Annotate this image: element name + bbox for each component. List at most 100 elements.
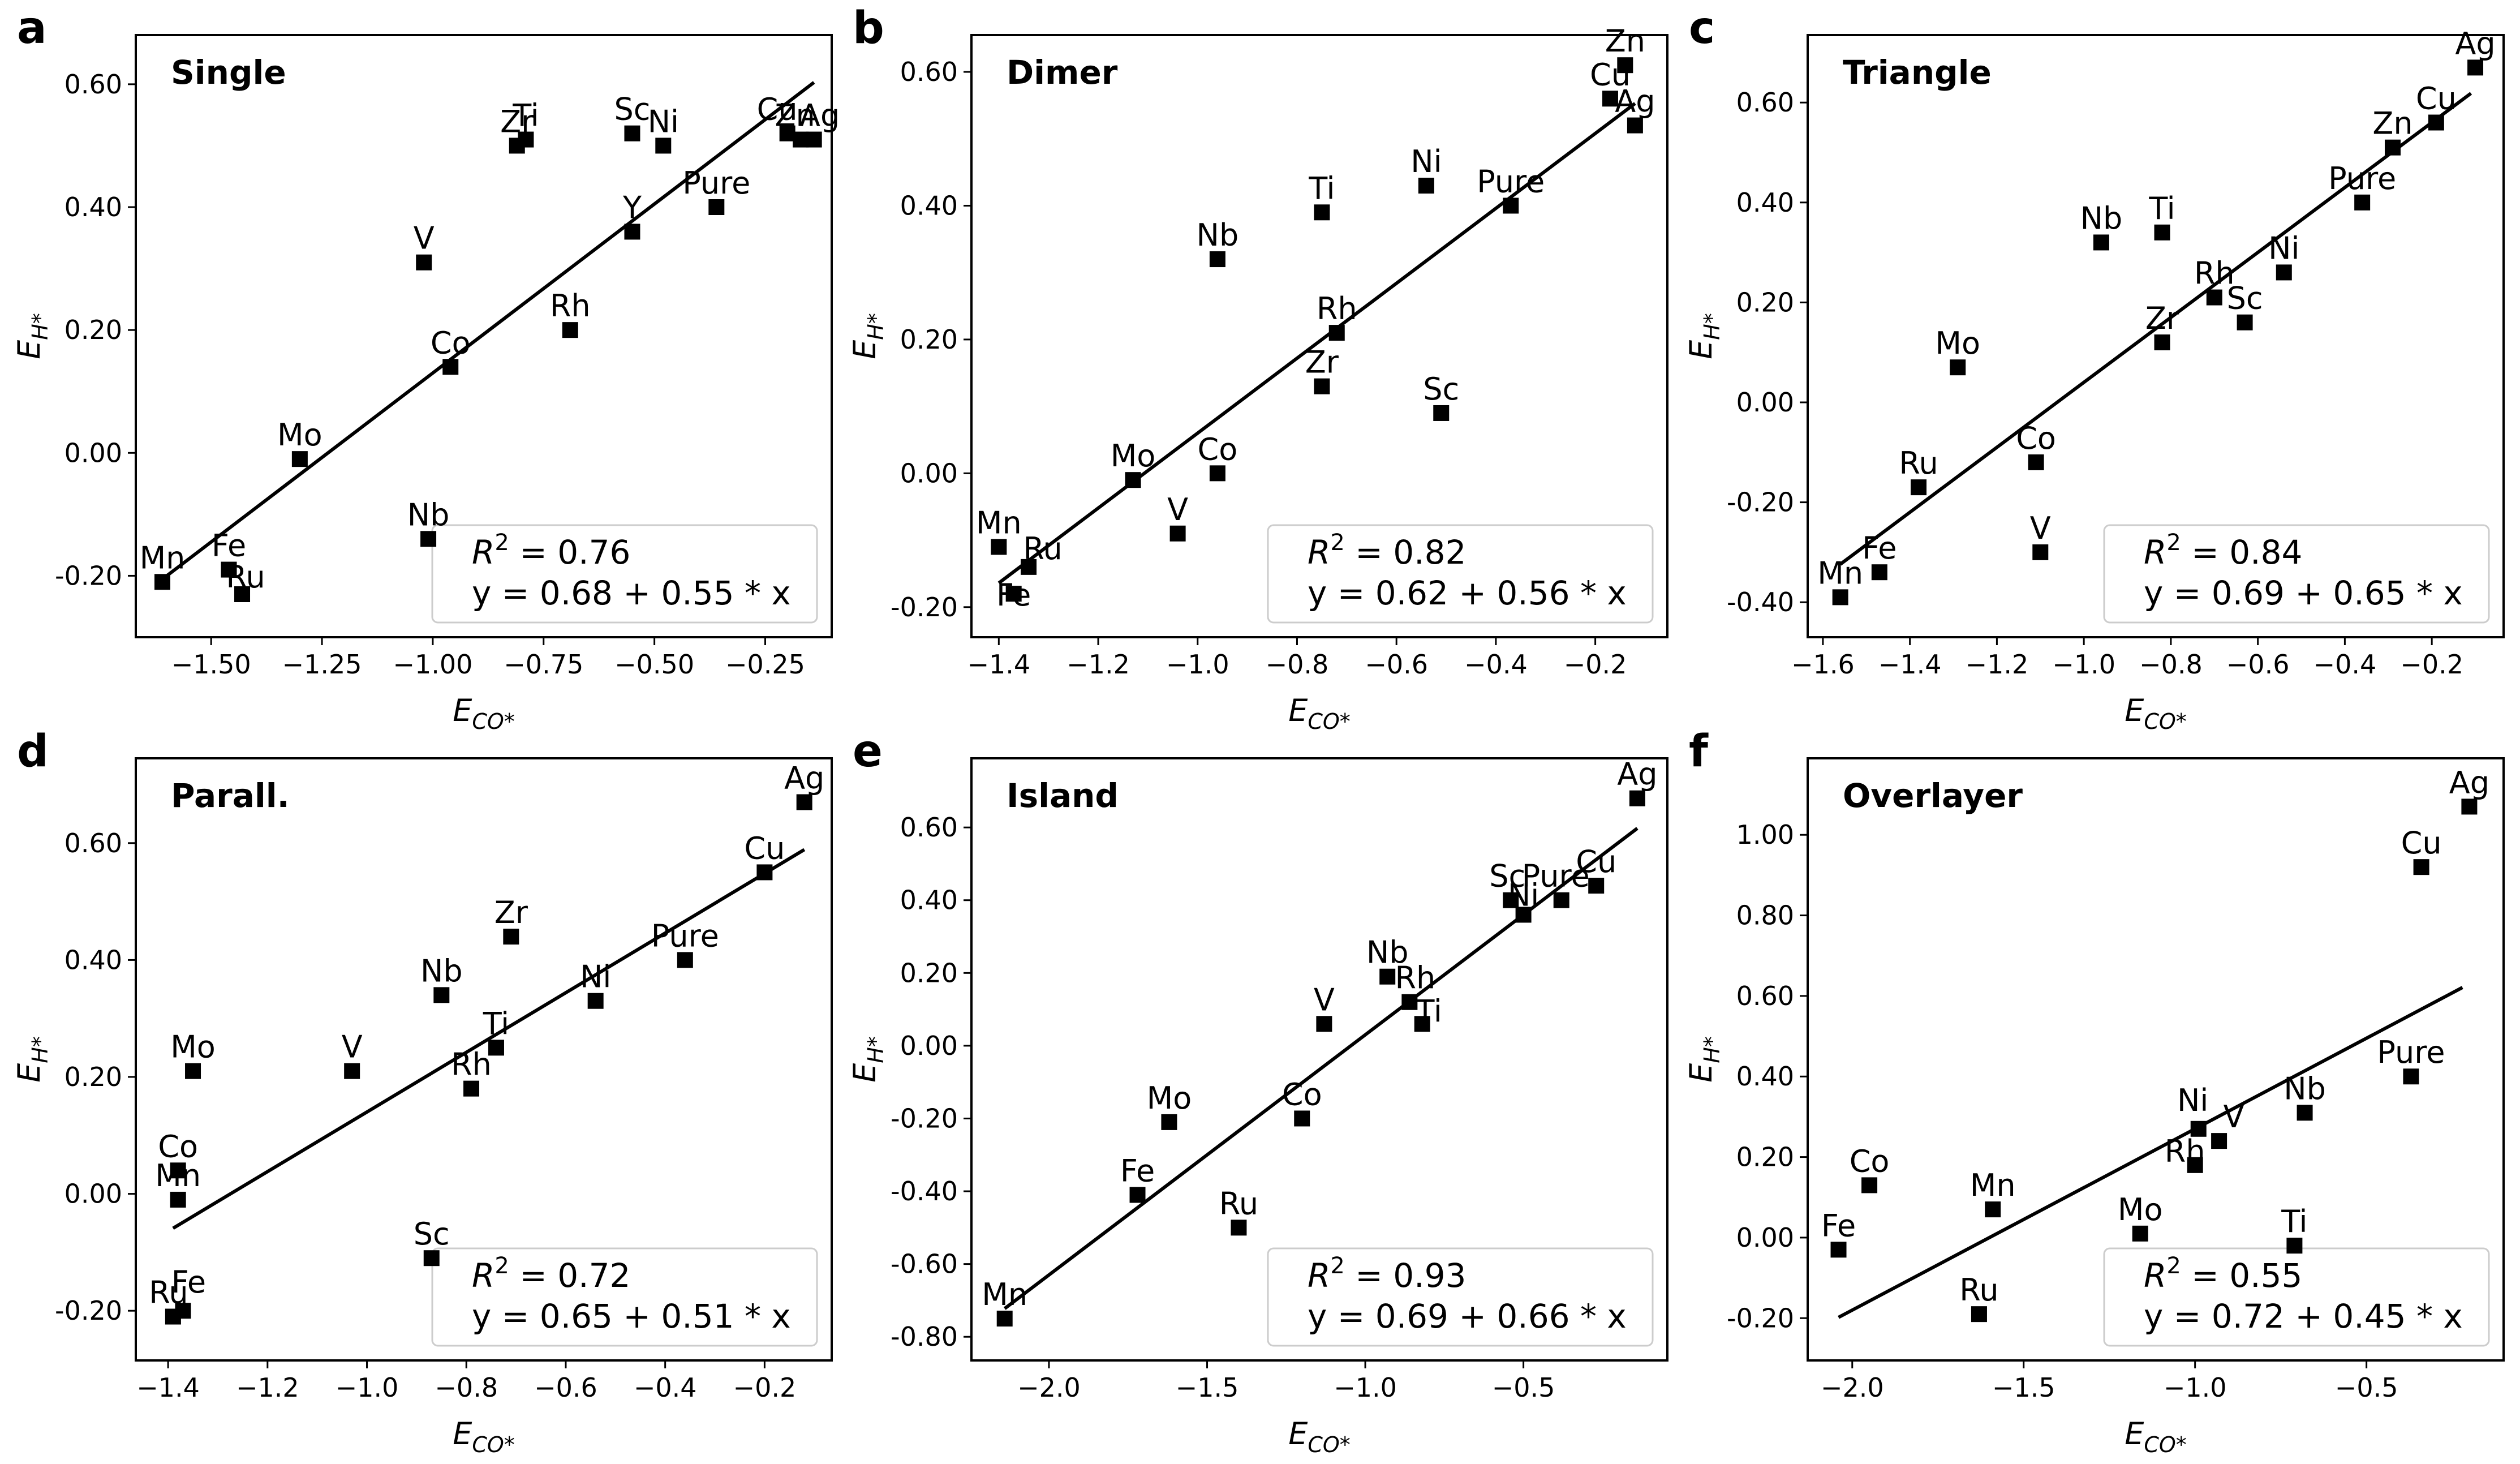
x-tick-label: −1.4 bbox=[967, 649, 1030, 680]
point-label-ag: Ag bbox=[784, 760, 824, 796]
y-tick-label: 0.60 bbox=[64, 69, 122, 100]
x-axis-label: ECO* bbox=[1288, 693, 1351, 734]
y-tick-label: -0.40 bbox=[891, 1176, 958, 1207]
panel-letter: f bbox=[1689, 726, 1709, 777]
x-tick-label: −0.8 bbox=[435, 1372, 498, 1403]
data-point-ti bbox=[2286, 1238, 2303, 1254]
y-tick-label: 0.40 bbox=[900, 885, 958, 916]
point-label-pure: Pure bbox=[1477, 164, 1545, 199]
y-tick-label: 0.60 bbox=[1736, 87, 1794, 118]
fit-line bbox=[172, 848, 806, 1230]
point-label-nb: Nb bbox=[407, 497, 450, 533]
data-point-ni bbox=[587, 993, 604, 1009]
panel-letter: b bbox=[853, 3, 884, 54]
data-point-mn bbox=[991, 539, 1007, 555]
legend-box bbox=[1267, 524, 1654, 624]
y-tick-label: 0.20 bbox=[900, 324, 958, 355]
point-label-ru: Ru bbox=[1219, 1186, 1258, 1221]
point-label-pure: Pure bbox=[682, 165, 750, 201]
plot-frame bbox=[970, 34, 1668, 638]
data-point-sc bbox=[1503, 892, 1519, 908]
point-label-ag: Ag bbox=[1615, 84, 1655, 119]
point-label-co: Co bbox=[1850, 1143, 1890, 1179]
x-tick-label: −0.6 bbox=[1365, 649, 1428, 680]
point-label-sc: Sc bbox=[1489, 858, 1525, 894]
data-point-nb bbox=[2093, 234, 2109, 251]
y-tick-label: -0.20 bbox=[1727, 1303, 1794, 1333]
x-tick-label: −0.4 bbox=[1464, 649, 1528, 680]
x-tick-label: −0.50 bbox=[614, 649, 694, 680]
point-label-co: Co bbox=[431, 325, 471, 360]
data-point-mo bbox=[2132, 1225, 2148, 1242]
x-axis-label: ECO* bbox=[2125, 693, 2187, 734]
data-point-ti bbox=[1414, 1016, 1430, 1032]
point-label-zn: Zn bbox=[1605, 23, 1645, 59]
data-point-ni bbox=[2190, 1120, 2207, 1137]
point-label-rh: Rh bbox=[2165, 1134, 2205, 1169]
y-tick-label: 0.20 bbox=[900, 958, 958, 988]
point-label-ru: Ru bbox=[1959, 1272, 1998, 1308]
point-label-ti: Ti bbox=[2148, 191, 2175, 226]
plot-frame bbox=[1807, 34, 2505, 638]
point-label-y: Y bbox=[622, 190, 642, 225]
data-point-cu bbox=[756, 864, 773, 881]
x-tick-label: −2.0 bbox=[1821, 1372, 1884, 1403]
plot-frame bbox=[135, 757, 833, 1362]
point-label-nb: Nb bbox=[1366, 935, 1409, 971]
point-label-mo: Mo bbox=[1935, 325, 1980, 361]
x-tick-label: −0.8 bbox=[1266, 649, 1329, 680]
y-axis-label: EH* bbox=[1683, 1036, 1725, 1083]
legend-box bbox=[1267, 1247, 1654, 1347]
point-label-ru: Ru bbox=[1899, 445, 1938, 481]
point-label-rh: Rh bbox=[1317, 291, 1357, 327]
x-tick-label: −1.5 bbox=[1176, 1372, 1239, 1403]
point-label-nb: Nb bbox=[420, 953, 463, 989]
legend-equation: y = 0.68 + 0.55 * x bbox=[472, 574, 791, 612]
data-point-ni bbox=[655, 138, 672, 154]
point-label-zn: Zn bbox=[2372, 106, 2413, 141]
x-tick-label: −2.0 bbox=[1017, 1372, 1081, 1403]
data-point-ru bbox=[1911, 479, 1927, 496]
data-point-mn bbox=[996, 1311, 1013, 1327]
point-label-ru: Ru bbox=[226, 559, 265, 595]
panel-title: Dimer bbox=[1007, 53, 1118, 92]
point-label-ti: Ti bbox=[1308, 170, 1335, 206]
point-label-pure: Pure bbox=[2377, 1034, 2445, 1070]
panel-title: Overlayer bbox=[1843, 776, 2023, 815]
data-point-mo bbox=[185, 1063, 201, 1079]
x-tick-label: −1.2 bbox=[1966, 649, 2029, 680]
point-label-ni: Ni bbox=[1508, 877, 1539, 913]
point-label-mn: Mn bbox=[1817, 555, 1863, 591]
point-label-ti: Ti bbox=[1416, 993, 1442, 1029]
legend-equation: y = 0.65 + 0.51 * x bbox=[472, 1297, 791, 1336]
x-tick-label: −1.4 bbox=[136, 1372, 200, 1403]
point-label-mn: Mn bbox=[982, 1277, 1027, 1312]
x-tick-label: −1.0 bbox=[336, 1372, 399, 1403]
point-label-ag: Ag bbox=[2449, 765, 2489, 800]
data-point-co bbox=[1861, 1177, 1878, 1193]
point-label-v: V bbox=[1314, 982, 1335, 1017]
plot-frame bbox=[1807, 757, 2505, 1362]
data-point-co bbox=[1209, 465, 1225, 482]
x-tick-label: −1.25 bbox=[282, 649, 362, 680]
point-label-ag: Ag bbox=[1617, 757, 1657, 792]
y-tick-label: 0.20 bbox=[64, 1062, 122, 1092]
x-tick-label: −0.2 bbox=[1564, 649, 1627, 680]
data-point-mn bbox=[170, 1191, 186, 1208]
data-point-fe bbox=[1830, 1242, 1847, 1258]
data-point-cu bbox=[2428, 114, 2444, 131]
point-label-zr: Zr bbox=[1305, 345, 1339, 380]
x-tick-label: −1.2 bbox=[236, 1372, 299, 1403]
panel-title: Island bbox=[1007, 776, 1119, 815]
y-tick-label: -0.40 bbox=[1727, 587, 1794, 617]
y-tick-label: 0.40 bbox=[1736, 187, 1794, 218]
data-point-cu bbox=[779, 125, 795, 141]
point-label-nb: Nb bbox=[1197, 217, 1239, 253]
legend-equation: y = 0.62 + 0.56 * x bbox=[1308, 574, 1627, 612]
x-tick-label: −1.0 bbox=[2052, 649, 2115, 680]
y-tick-label: -0.20 bbox=[891, 1103, 958, 1134]
point-label-sc: Sc bbox=[614, 92, 650, 127]
legend-equation: y = 0.69 + 0.66 * x bbox=[1308, 1297, 1627, 1336]
y-tick-label: 0.00 bbox=[1736, 387, 1794, 418]
